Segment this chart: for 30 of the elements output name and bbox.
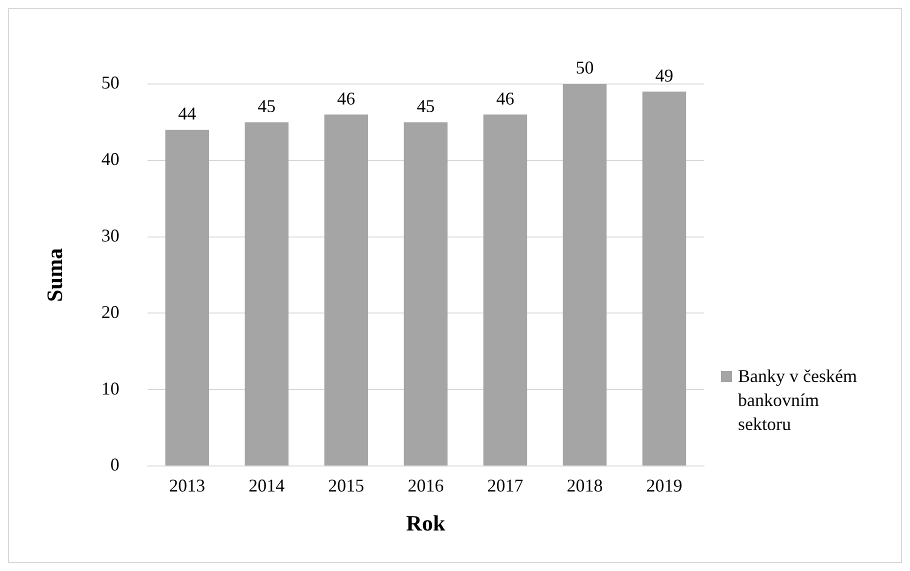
y-tick-label: 40	[101, 149, 120, 170]
data-label: 46	[337, 88, 356, 108]
bar	[324, 114, 368, 466]
legend-label: Banky v českém bankovním sektoru	[738, 365, 858, 436]
bar	[244, 122, 289, 466]
y-axis-title: Suma	[42, 248, 67, 302]
bar	[562, 84, 607, 466]
y-tick-label: 10	[101, 378, 120, 398]
data-label: 45	[416, 96, 435, 116]
y-tick-label: 0	[110, 454, 120, 475]
data-label: 45	[258, 96, 276, 116]
bar	[483, 114, 528, 466]
bar	[642, 92, 686, 466]
y-tick-label: 20	[101, 302, 120, 322]
y-tick-label: 30	[101, 226, 120, 246]
x-tick-label: 2013	[169, 476, 206, 496]
data-label: 50	[576, 58, 594, 78]
x-axis-title: Rok	[406, 510, 446, 536]
bar	[165, 130, 210, 466]
x-tick-label: 2017	[487, 476, 524, 496]
y-tick-label: 50	[101, 72, 120, 93]
bar	[404, 122, 448, 466]
data-label: 44	[178, 104, 196, 124]
x-tick-label: 2019	[646, 476, 682, 496]
data-label: 46	[496, 88, 514, 108]
x-tick-label: 2014	[248, 476, 285, 496]
x-tick-label: 2016	[408, 476, 444, 496]
x-tick-label: 2015	[328, 476, 364, 496]
data-label: 49	[655, 65, 674, 86]
x-tick-label: 2018	[566, 476, 603, 496]
